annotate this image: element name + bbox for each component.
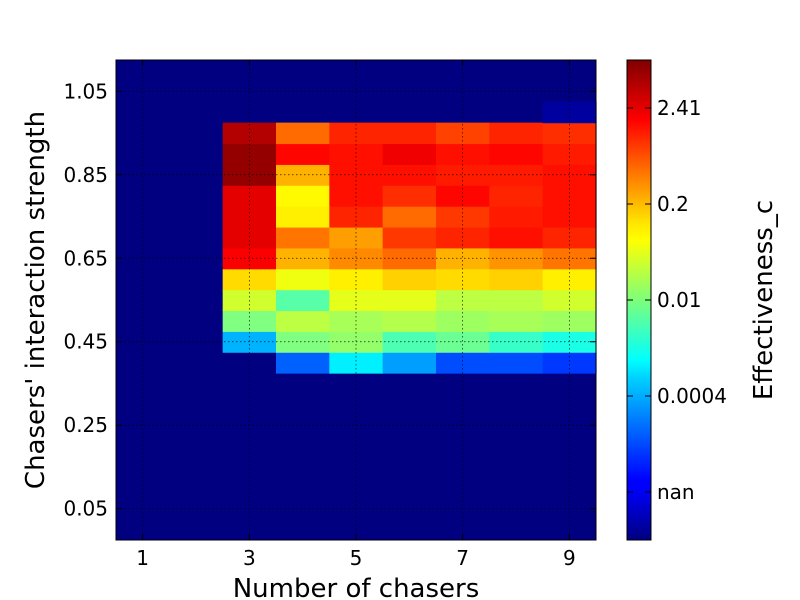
heatmap-cell	[276, 122, 330, 145]
y-tick-label: 0.45	[63, 330, 108, 354]
colorbar-tick-label: 0.0004	[657, 384, 727, 408]
heatmap-cell	[436, 331, 490, 353]
heatmap-cell	[542, 226, 597, 249]
heatmap-cell	[222, 247, 277, 270]
heatmap-cell	[542, 143, 597, 165]
heatmap-cell	[276, 206, 330, 228]
colorbar-tick-label: 0.2	[657, 192, 689, 216]
heatmap-cell	[222, 164, 277, 186]
heatmap-cell	[276, 164, 330, 186]
y-axis-ticks: 0.05 0.25 0.45 0.65 0.85 1.05	[63, 79, 596, 521]
heatmap-cell	[489, 185, 544, 207]
heatmap-cell	[276, 310, 330, 332]
heatmap-cell	[489, 206, 544, 228]
heatmap-cell	[276, 143, 330, 165]
heatmap-cell	[382, 310, 437, 332]
colorbar-tick-label: 2.41	[657, 96, 702, 120]
y-tick-label: 0.05	[63, 497, 108, 521]
heatmap-cell	[489, 226, 544, 249]
heatmap-cell	[382, 185, 437, 207]
heatmap-cell	[276, 268, 330, 291]
heatmap-cell	[222, 331, 277, 353]
colorbar-tick-label: 0.01	[657, 288, 702, 312]
heatmap-cell	[542, 164, 597, 186]
heatmap-cell	[436, 352, 490, 374]
grid-lines	[116, 60, 596, 540]
heatmap-cell	[382, 331, 437, 353]
x-axis-ticks: 1 3 5 7 9	[136, 60, 576, 570]
heatmap-cell	[436, 164, 490, 186]
heatmap-cell	[382, 352, 437, 374]
heatmap-cell	[436, 143, 490, 165]
heatmap-cell	[542, 268, 597, 291]
heatmap-cell	[382, 226, 437, 249]
heatmap-cell	[329, 143, 384, 165]
heatmap-cells	[222, 101, 597, 374]
heatmap-cell	[382, 247, 437, 270]
heatmap-cell	[436, 268, 490, 291]
colorbar-label: Effectiveness_c	[749, 200, 779, 400]
heatmap-cell	[542, 331, 597, 353]
heatmap-cell	[222, 226, 277, 249]
heatmap-cell	[436, 185, 490, 207]
heatmap-cell	[436, 226, 490, 249]
heatmap-cell	[382, 268, 437, 291]
heatmap-cell	[489, 352, 544, 374]
heatmap-cell	[222, 352, 277, 374]
heatmap-cell	[542, 185, 597, 207]
heatmap-cell	[222, 268, 277, 291]
heatmap-cell	[436, 247, 490, 270]
heatmap-cell	[276, 247, 330, 270]
heatmap-cell	[382, 143, 437, 165]
heatmap-cell	[489, 268, 544, 291]
heatmap-cell	[276, 331, 330, 353]
heatmap-cell	[222, 143, 277, 165]
heatmap-cell	[329, 185, 384, 207]
x-tick-label: 7	[456, 546, 469, 570]
x-tick-label: 1	[136, 546, 149, 570]
heatmap-cell	[489, 143, 544, 165]
colorbar: 2.41 0.2 0.01 0.0004 nan Effectiveness_c	[626, 59, 779, 541]
heatmap-cell	[276, 226, 330, 249]
heatmap-cell	[329, 268, 384, 291]
heatmap-cell	[489, 289, 544, 312]
heatmap-cell	[329, 226, 384, 249]
x-tick-label: 5	[350, 546, 363, 570]
heatmap-cell	[489, 122, 544, 145]
y-tick-label: 0.65	[63, 246, 108, 270]
heatmap-cell	[382, 289, 437, 312]
heatmap-cell	[542, 352, 597, 374]
heatmap-cell	[489, 310, 544, 332]
y-tick-label: 0.25	[63, 413, 108, 437]
x-axis-label: Number of chasers	[233, 574, 480, 600]
colorbar-ticks: 2.41 0.2 0.01 0.0004 nan	[627, 96, 727, 504]
heatmap-cell	[329, 352, 384, 374]
heatmap-plot-area	[115, 59, 597, 541]
heatmap-cell	[276, 352, 330, 374]
y-axis-label: Chasers' interaction strength	[21, 111, 51, 489]
y-tick-label: 0.85	[63, 163, 108, 187]
heatmap-cell	[276, 289, 330, 312]
heatmap-cell	[382, 164, 437, 186]
heatmap-cell	[276, 185, 330, 207]
heatmap-cell	[382, 206, 437, 228]
x-tick-label: 3	[243, 546, 256, 570]
heatmap-cell	[382, 122, 437, 145]
y-tick-label: 1.05	[63, 79, 108, 103]
heatmap-cell	[542, 247, 597, 270]
heatmap-cell	[222, 185, 277, 207]
colorbar-tick-label: nan	[657, 480, 695, 504]
x-tick-label: 9	[563, 546, 576, 570]
